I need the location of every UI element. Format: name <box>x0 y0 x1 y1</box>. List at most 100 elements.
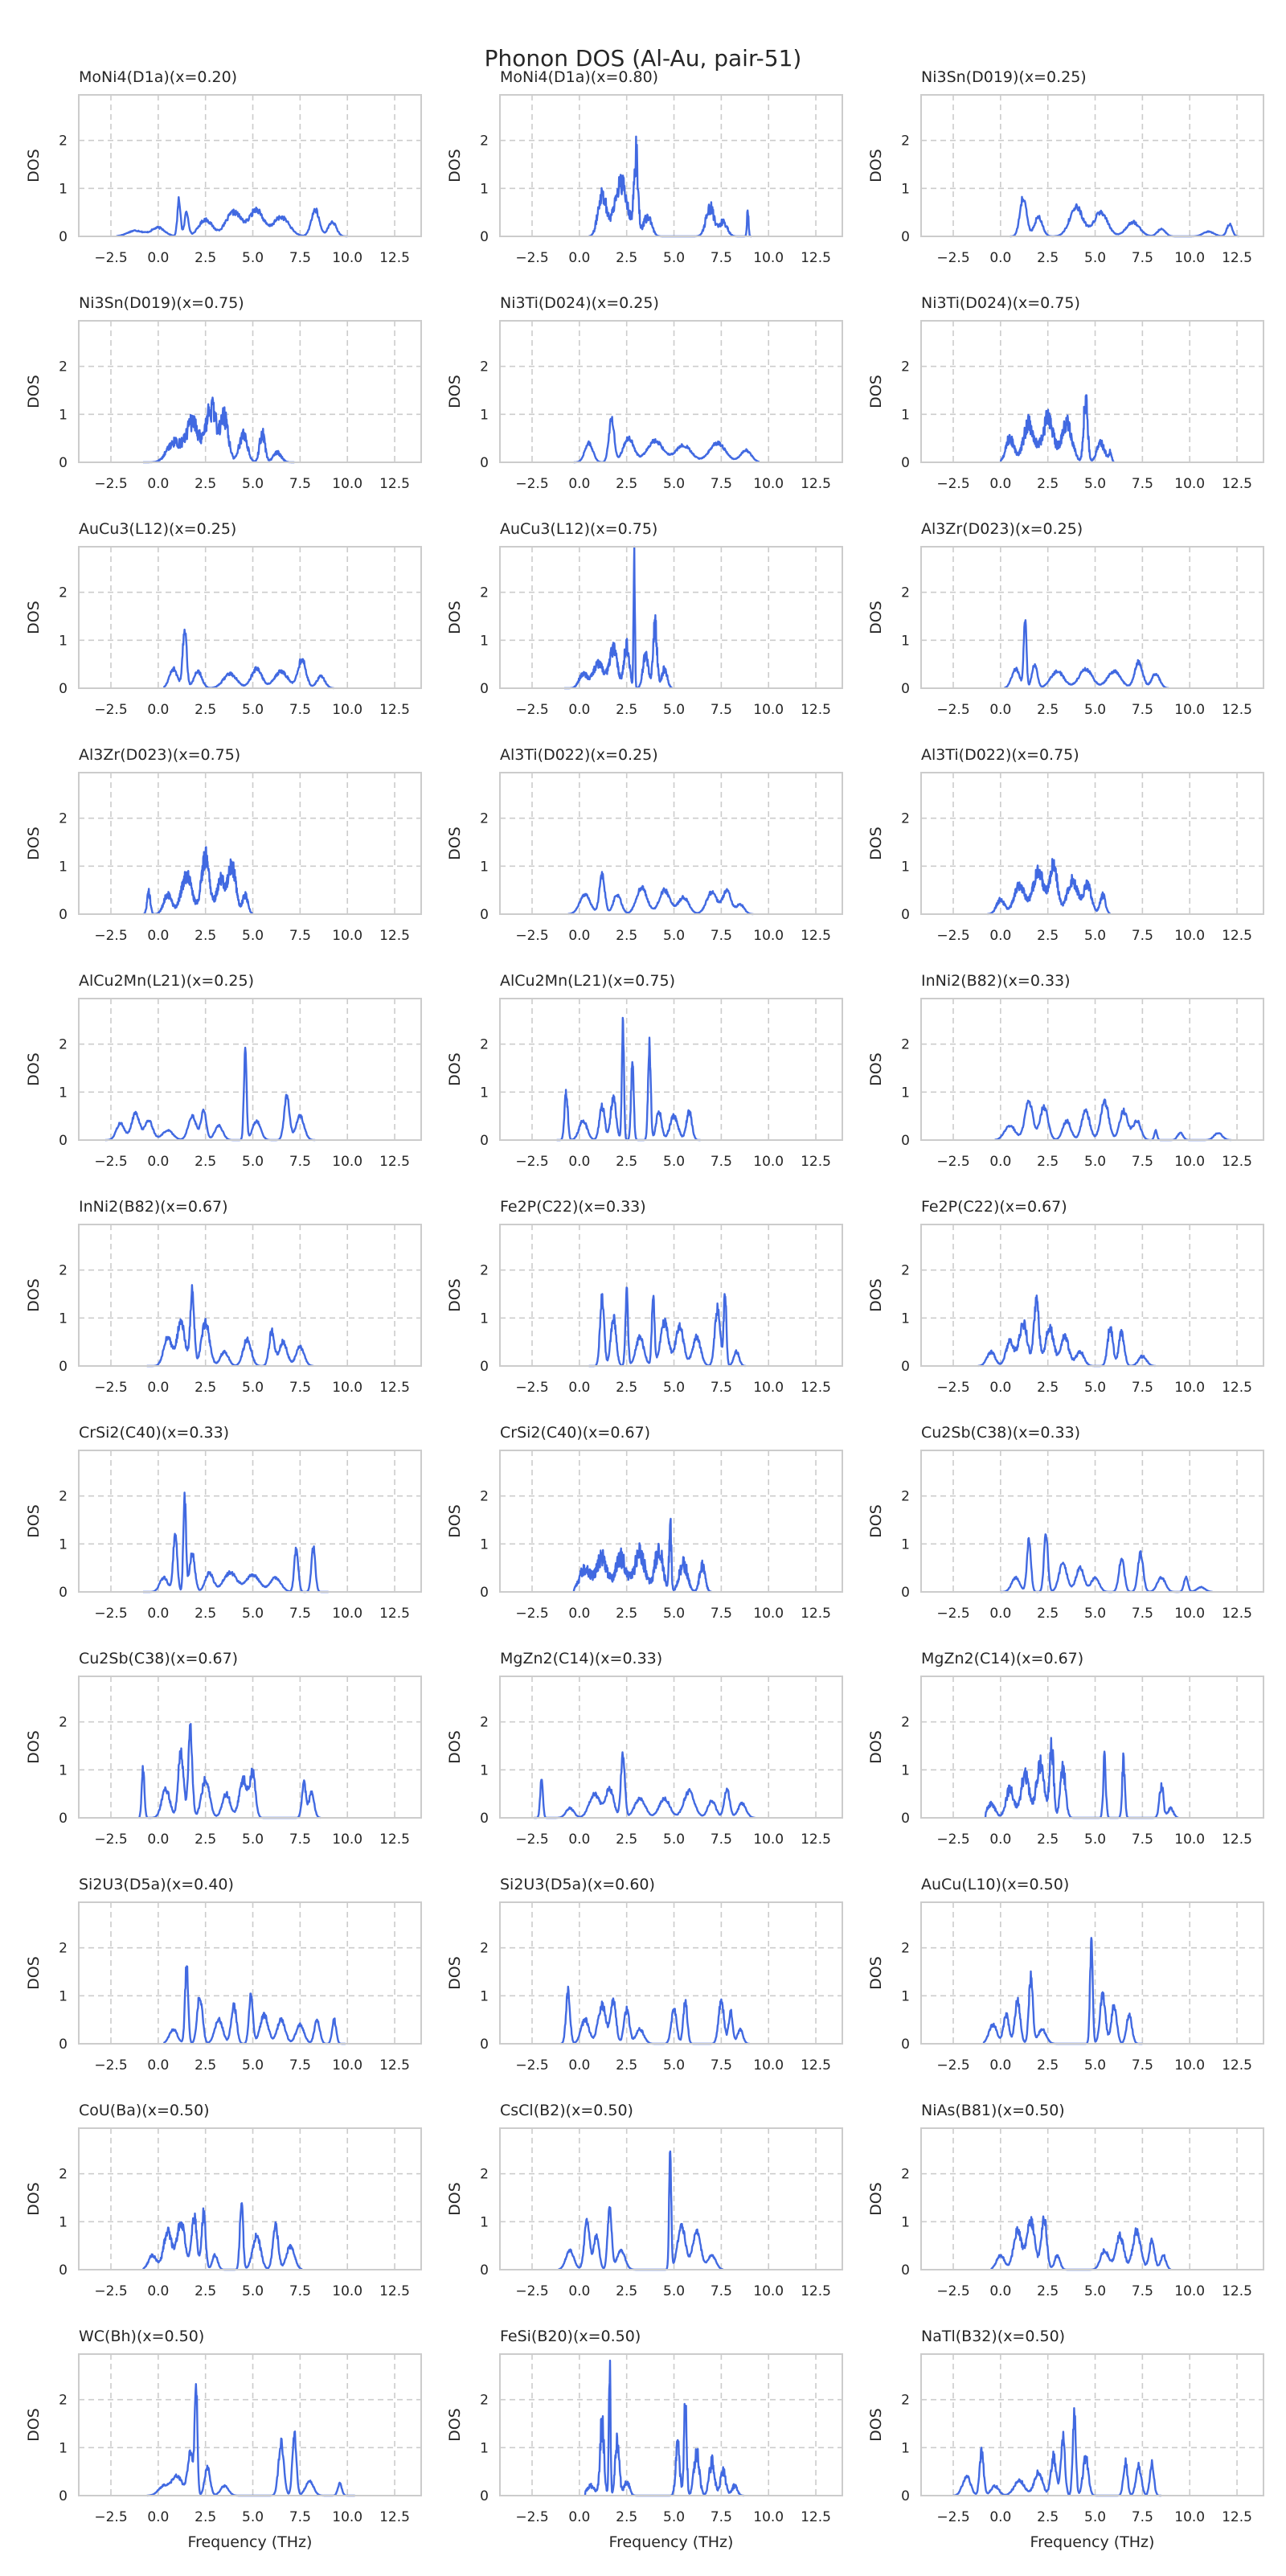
y-axis-label: DOS <box>446 375 464 408</box>
x-tick-label: 0.0 <box>147 702 169 718</box>
x-tick-label: 0.0 <box>568 1832 590 1848</box>
x-tick-label: 7.5 <box>289 928 311 944</box>
x-tick-label: 12.5 <box>1222 1832 1252 1848</box>
x-tick-label: 5.0 <box>663 2057 685 2074</box>
x-tick-label: 2.5 <box>616 1606 637 1622</box>
subplot-title: MgZn2(C14)(x=0.67) <box>921 1650 1083 1667</box>
y-tick-label: 2 <box>480 2393 489 2409</box>
x-tick-label: 7.5 <box>1132 1606 1153 1622</box>
x-tick-label: 2.5 <box>195 2057 216 2074</box>
y-tick-label: 1 <box>901 2214 910 2230</box>
subplot: −2.5 0.0 2.5 5.0 7.5 10.0 12.5 0 1 2 DOS Si2U3(D5a)… <box>446 1876 843 2074</box>
x-tick-label: 12.5 <box>1222 702 1252 718</box>
y-tick-label: 0 <box>901 907 910 923</box>
x-tick-label: 12.5 <box>379 928 410 944</box>
x-tick-label: 10.0 <box>332 928 362 944</box>
subplot: −2.5 0.0 2.5 5.0 7.5 10.0 12.5 0 1 2 DOS NiAs(B81)(… <box>867 2102 1264 2299</box>
subplot: −2.5 0.0 2.5 5.0 7.5 10.0 12.5 0 1 2 DOS WC(Bh)(x=0… <box>25 2328 422 2551</box>
x-tick-label: 10.0 <box>1174 1832 1205 1848</box>
y-tick-label: 0 <box>901 1585 910 1601</box>
y-tick-label: 1 <box>901 1536 910 1553</box>
subplot-title: CrSi2(C40)(x=0.67) <box>500 1424 650 1442</box>
x-tick-label: 12.5 <box>801 702 831 718</box>
x-tick-label: 10.0 <box>332 476 362 492</box>
dos-series-line <box>999 394 1116 463</box>
dos-series-line <box>146 2383 356 2497</box>
dos-series-line <box>952 2407 1162 2497</box>
x-tick-label: 5.0 <box>1084 476 1106 492</box>
subplot: −2.5 0.0 2.5 5.0 7.5 10.0 12.5 0 1 2 DOS Fe2P(C22)(… <box>446 1198 843 1396</box>
subplot: −2.5 0.0 2.5 5.0 7.5 10.0 12.5 0 1 2 DOS AlCu2Mn(L2… <box>25 972 422 1170</box>
x-tick-label: 5.0 <box>1084 1380 1106 1396</box>
subplot-title: NiAs(B81)(x=0.50) <box>921 2102 1065 2119</box>
dos-series-line <box>138 1723 322 1819</box>
x-tick-label: 12.5 <box>801 1606 831 1622</box>
y-tick-label: 1 <box>59 1988 68 2004</box>
x-tick-label: 0.0 <box>568 2057 590 2074</box>
plot-frame <box>499 2127 843 2270</box>
x-tick-label: −2.5 <box>936 2509 969 2525</box>
y-tick-label: 1 <box>480 859 489 875</box>
subplot-title: FeSi(B20)(x=0.50) <box>500 2328 641 2345</box>
x-tick-label: 12.5 <box>801 2509 831 2525</box>
x-tick-label: 10.0 <box>753 1154 784 1170</box>
y-tick-label: 2 <box>59 1263 68 1279</box>
y-tick-label: 0 <box>480 1359 489 1375</box>
x-tick-label: 2.5 <box>195 1380 216 1396</box>
x-tick-label: −2.5 <box>515 1154 548 1170</box>
subplot: −2.5 0.0 2.5 5.0 7.5 10.0 12.5 0 1 2 DOS CoU(Ba)(x=… <box>25 2102 422 2299</box>
x-tick-label: 2.5 <box>616 476 637 492</box>
plot-frame <box>78 2127 422 2270</box>
dos-series-line <box>116 196 348 238</box>
subplot: −2.5 0.0 2.5 5.0 7.5 10.0 12.5 0 1 2 DOS Ni3Ti(D024… <box>446 294 843 492</box>
subplot-title: Al3Ti(D022)(x=0.25) <box>500 746 658 764</box>
y-axis-label: DOS <box>446 2182 464 2216</box>
plot-frame <box>499 320 843 463</box>
x-tick-label: 2.5 <box>195 2283 216 2299</box>
x-tick-label: 2.5 <box>195 1832 216 1848</box>
x-tick-label: 0.0 <box>568 1154 590 1170</box>
plot-frame <box>78 1901 422 2045</box>
x-tick-label: 5.0 <box>1084 1832 1106 1848</box>
y-tick-label: 0 <box>59 2488 68 2504</box>
x-tick-label: 7.5 <box>1132 2509 1153 2525</box>
y-tick-label: 0 <box>480 1585 489 1601</box>
dos-series-line <box>142 1491 330 1594</box>
subplot: −2.5 0.0 2.5 5.0 7.5 10.0 12.5 0 1 2 DOS CsCl(B2)(x… <box>446 2102 843 2299</box>
x-tick-label: −2.5 <box>936 1154 969 1170</box>
x-tick-label: 7.5 <box>711 476 732 492</box>
x-tick-label: 2.5 <box>616 1154 637 1170</box>
y-tick-label: 1 <box>480 1085 489 1101</box>
subplot: −2.5 0.0 2.5 5.0 7.5 10.0 12.5 0 1 2 DOS Ni3Sn(D019… <box>867 68 1264 266</box>
plot-frame <box>499 2353 843 2496</box>
subplot: −2.5 0.0 2.5 5.0 7.5 10.0 12.5 0 1 2 DOS Al3Ti(D022… <box>867 746 1264 944</box>
x-tick-label: 0.0 <box>568 1606 590 1622</box>
x-tick-label: 0.0 <box>989 1832 1011 1848</box>
x-tick-label: 10.0 <box>1174 250 1205 266</box>
subplot-title: Al3Ti(D022)(x=0.75) <box>921 746 1079 764</box>
plot-frame <box>920 1901 1264 2045</box>
x-tick-label: 7.5 <box>289 250 311 266</box>
x-tick-label: 10.0 <box>332 250 362 266</box>
y-tick-label: 1 <box>480 181 489 197</box>
x-tick-label: 0.0 <box>147 928 169 944</box>
y-axis-label: DOS <box>25 1278 43 1312</box>
x-tick-label: 5.0 <box>663 1154 685 1170</box>
y-tick-label: 1 <box>59 633 68 649</box>
dos-series-line <box>572 1517 713 1594</box>
dos-series-line <box>142 846 254 916</box>
y-tick-label: 0 <box>480 229 489 245</box>
x-tick-label: 7.5 <box>289 1154 311 1170</box>
dos-series-line <box>989 2215 1172 2271</box>
y-tick-label: 1 <box>480 407 489 423</box>
x-tick-label: 2.5 <box>1037 1380 1059 1396</box>
y-axis-label: DOS <box>867 827 885 860</box>
subplot-title: AuCu3(L12)(x=0.75) <box>500 520 657 538</box>
x-tick-label: 5.0 <box>1084 928 1106 944</box>
subplot: −2.5 0.0 2.5 5.0 7.5 10.0 12.5 0 1 2 DOS Ni3Sn(D019… <box>25 294 422 492</box>
x-tick-label: −2.5 <box>936 702 969 718</box>
x-tick-label: 2.5 <box>616 2057 637 2074</box>
x-tick-label: 12.5 <box>1222 1154 1252 1170</box>
x-tick-label: 10.0 <box>753 2057 784 2074</box>
